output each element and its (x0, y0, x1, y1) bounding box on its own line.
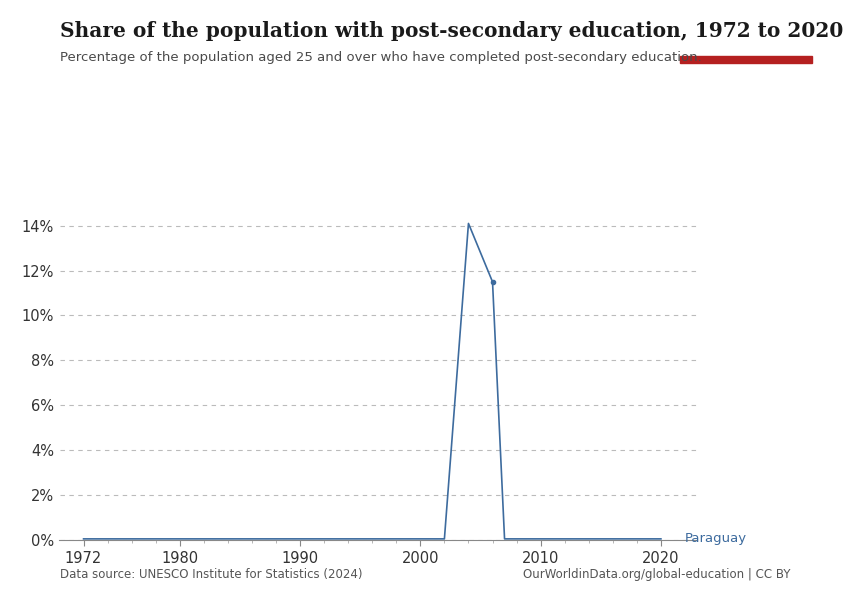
Text: in Data: in Data (722, 35, 770, 49)
Text: Our World: Our World (712, 18, 779, 31)
Text: OurWorldinData.org/global-education | CC BY: OurWorldinData.org/global-education | CC… (523, 568, 790, 581)
Text: Percentage of the population aged 25 and over who have completed post-secondary : Percentage of the population aged 25 and… (60, 51, 701, 64)
Bar (680, 56, 812, 63)
Text: Share of the population with post-secondary education, 1972 to 2020: Share of the population with post-second… (60, 21, 843, 41)
Text: Data source: UNESCO Institute for Statistics (2024): Data source: UNESCO Institute for Statis… (60, 568, 362, 581)
Text: Paraguay: Paraguay (685, 532, 747, 545)
